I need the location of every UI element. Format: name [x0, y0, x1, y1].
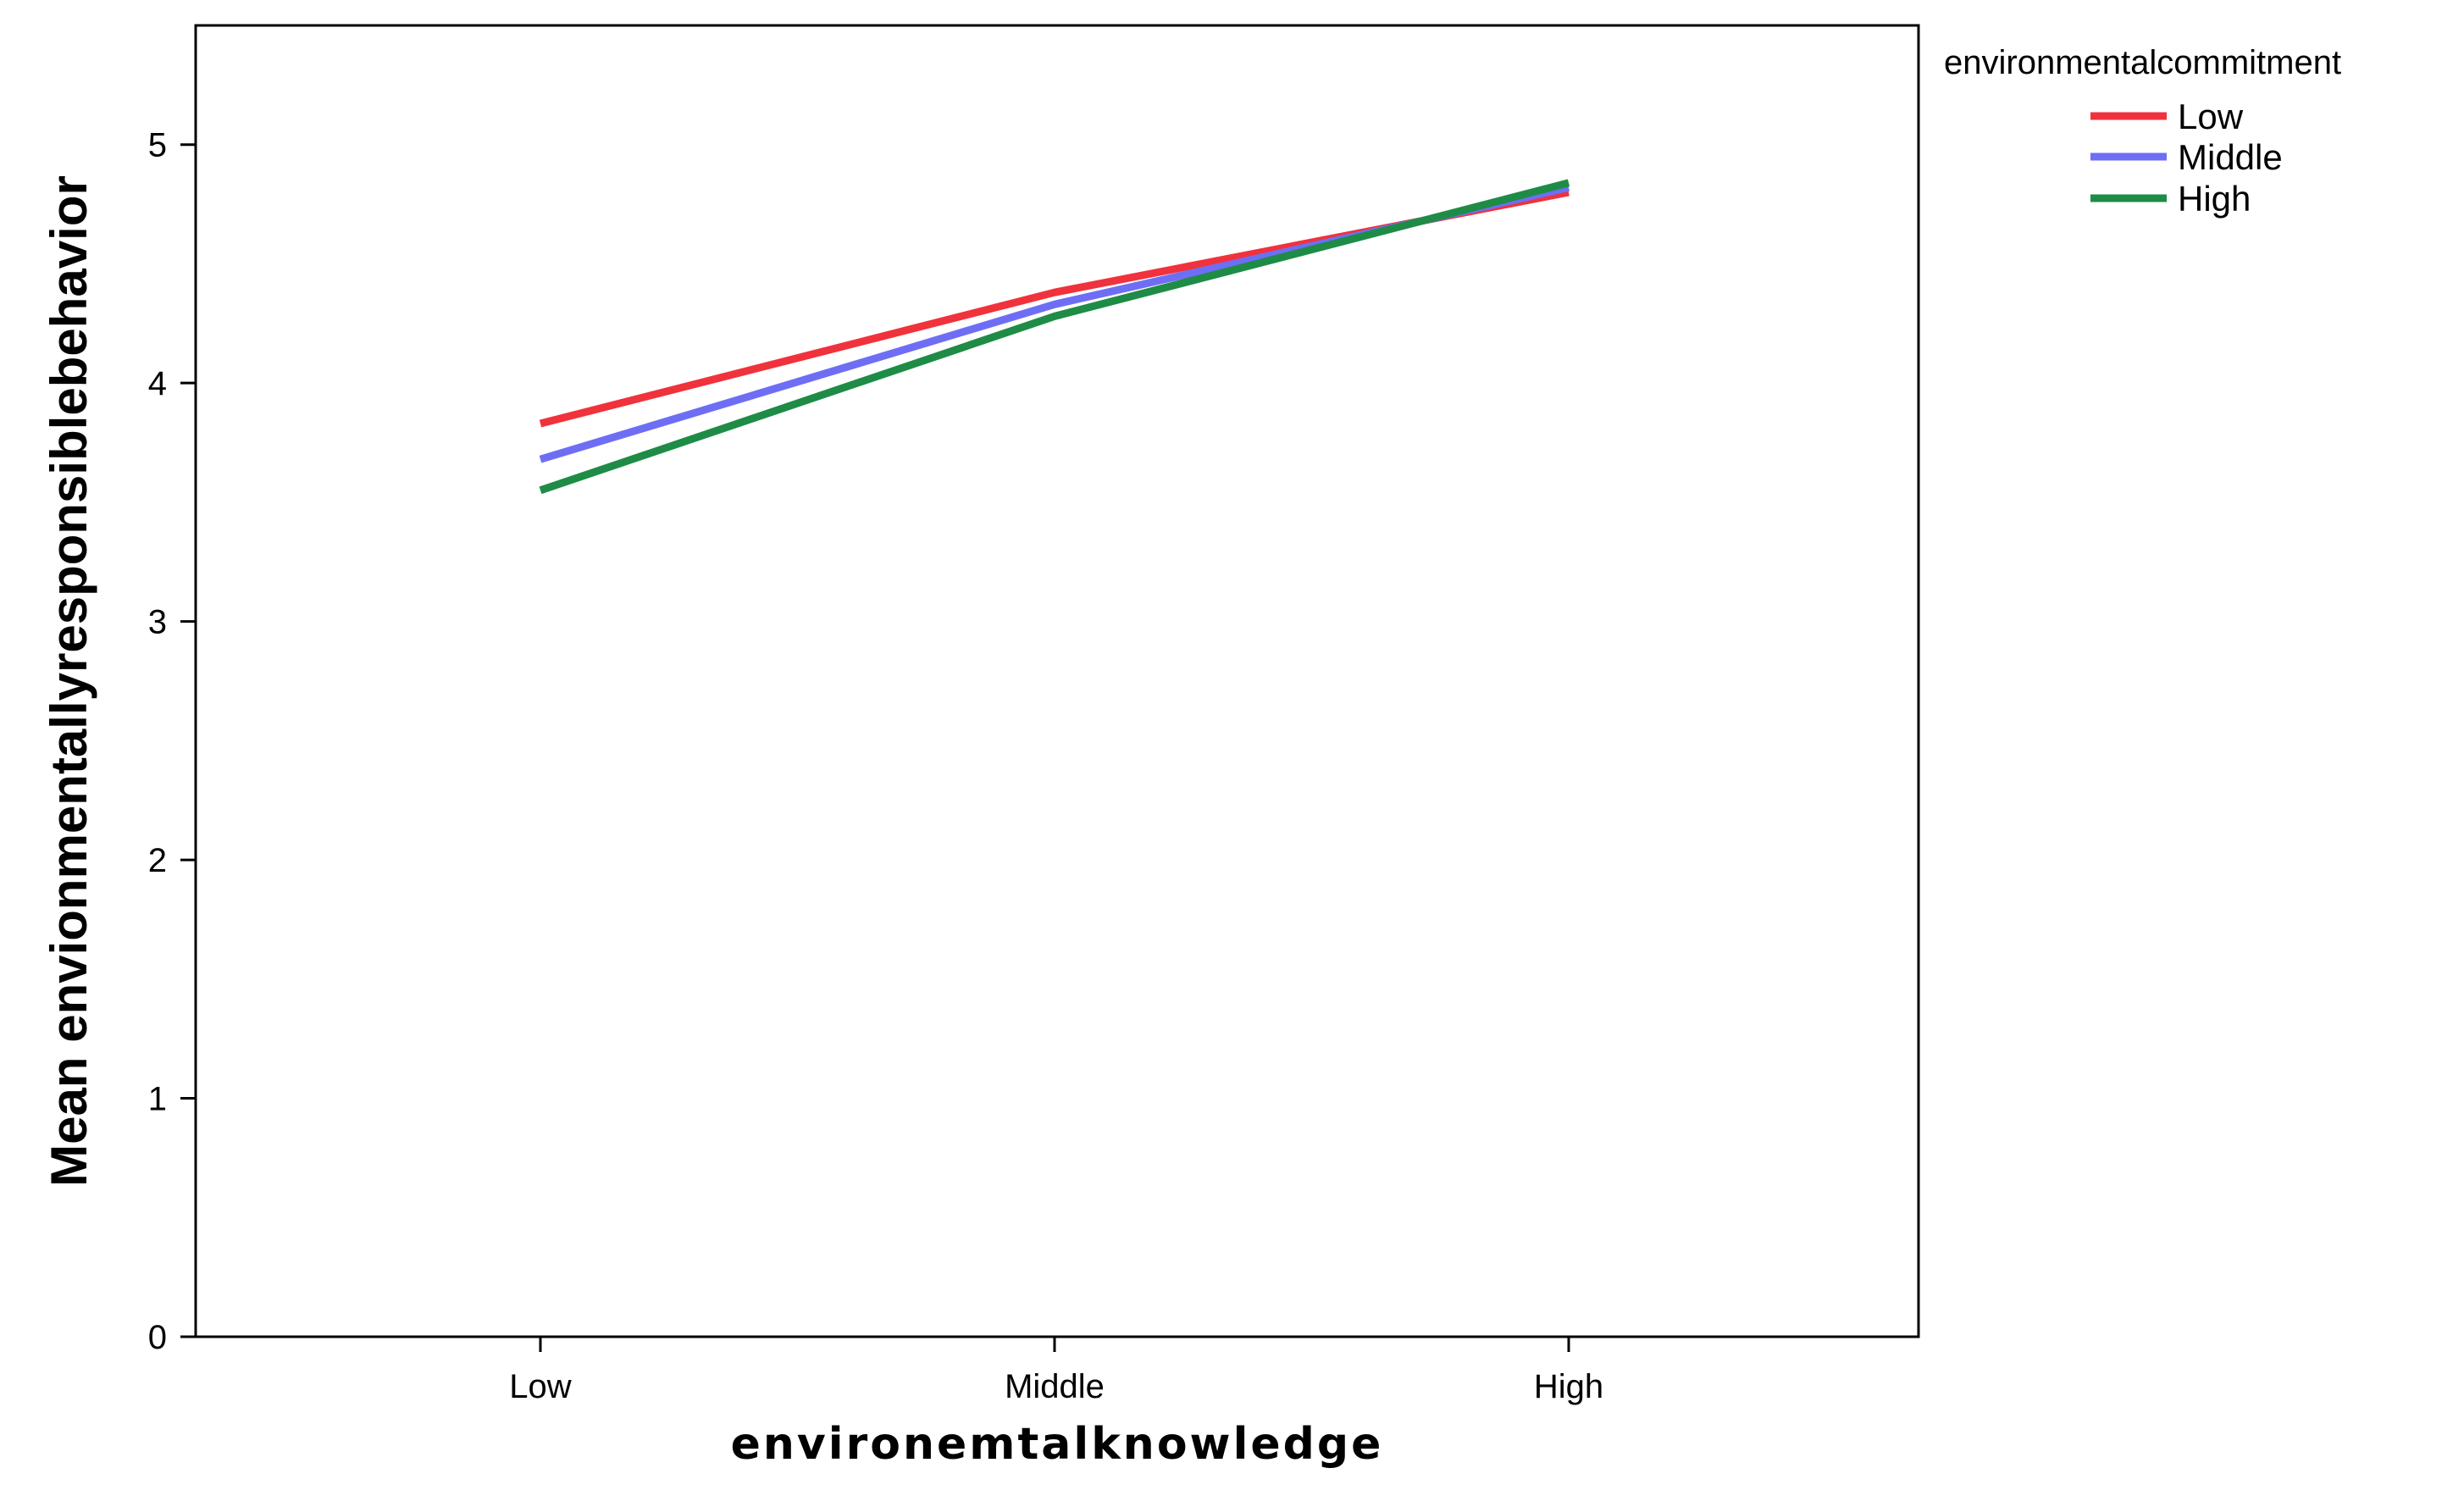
plot-area: [194, 24, 1920, 1338]
series-line-high: [539, 179, 1570, 495]
y-tick-label: 4: [148, 365, 167, 402]
legend-label-low: Low: [2178, 97, 2244, 136]
x-tick-label: Middle: [1005, 1368, 1105, 1405]
y-tick-label: 2: [148, 842, 167, 879]
y-tick-label: 3: [148, 604, 167, 641]
x-axis-title: environemtalknowledge: [731, 1419, 1384, 1470]
y-tick-label: 0: [148, 1319, 167, 1356]
legend-title: environmentalcommitment: [1944, 44, 2341, 81]
x-tick-label: Low: [509, 1368, 571, 1405]
y-axis-title: Mean envionmentallyresponsiblebehavior: [41, 175, 97, 1187]
x-tick-label: High: [1534, 1368, 1603, 1405]
x-axis: Low Middle High: [509, 1337, 1603, 1405]
y-tick-label: 1: [148, 1081, 167, 1118]
series-lines: [539, 179, 1570, 495]
legend-label-middle: Middle: [2178, 137, 2283, 177]
y-tick-label: 5: [148, 127, 167, 164]
y-axis: 0 1 2 3 4 5: [148, 127, 196, 1356]
legend-label-high: High: [2178, 179, 2251, 219]
